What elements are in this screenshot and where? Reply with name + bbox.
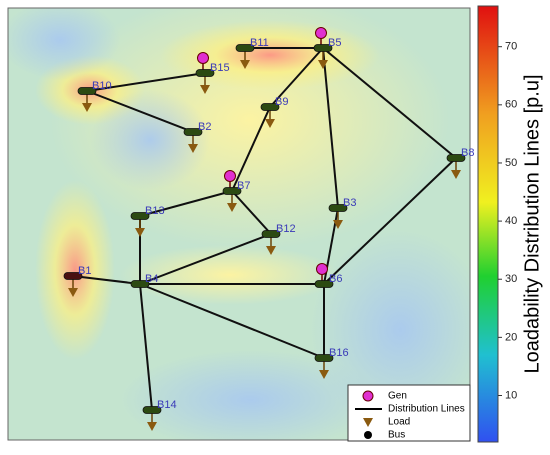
bus <box>446 154 466 162</box>
distribution-line <box>322 47 457 159</box>
legend-label: Gen <box>388 391 407 402</box>
colorbar-tick-label: 60 <box>505 99 517 111</box>
bus-label: B6 <box>329 273 342 285</box>
bus-label: B13 <box>145 205 165 217</box>
load-arrow <box>265 119 275 128</box>
distribution-line <box>323 157 457 285</box>
colorbar-tick-label: 50 <box>505 157 517 169</box>
gen <box>224 170 236 182</box>
bus-label: B8 <box>461 147 474 159</box>
distribution-line <box>322 47 339 209</box>
legend: Gen Distribution Lines Load Bus <box>347 384 471 442</box>
bus-label: B11 <box>250 37 269 49</box>
bus <box>130 280 150 288</box>
bus <box>314 354 334 362</box>
colorbar-tick-label: 10 <box>505 389 517 401</box>
bus-label: B16 <box>329 347 349 359</box>
gen <box>315 27 327 39</box>
bus <box>260 103 280 111</box>
load-arrow <box>227 203 237 212</box>
bus-label: B12 <box>276 223 296 235</box>
distribution-line <box>139 233 272 285</box>
legend-label: Bus <box>388 430 405 441</box>
distribution-line <box>72 275 141 285</box>
distribution-line <box>139 190 233 217</box>
load-arrow <box>200 85 210 94</box>
load-arrow <box>188 144 198 153</box>
load-arrow <box>319 370 329 379</box>
bus <box>130 212 150 220</box>
colorbar-tick-label: 70 <box>505 41 517 53</box>
colorbar-label: Loadability Distribution Lines [p.u] <box>521 74 543 373</box>
bus-label: B2 <box>198 121 211 133</box>
bus-label: B3 <box>343 197 356 209</box>
bus-label: B5 <box>328 37 341 49</box>
bus <box>328 204 348 212</box>
bus <box>142 406 162 414</box>
distribution-line <box>86 72 206 92</box>
legend-load-icon <box>363 418 373 427</box>
legend-label: Distribution Lines <box>388 404 465 415</box>
bus <box>222 187 242 195</box>
bus <box>235 44 255 52</box>
load-arrow <box>333 220 343 229</box>
legend-label: Load <box>388 417 410 428</box>
legend-bus-icon <box>364 431 372 439</box>
bus-label: B1 <box>78 265 91 277</box>
distribution-line <box>139 283 153 411</box>
gen <box>316 263 328 275</box>
load-arrow <box>68 288 78 297</box>
load-arrow <box>147 422 157 431</box>
distribution-line <box>231 190 272 235</box>
bus <box>183 128 203 136</box>
distribution-line <box>269 47 324 108</box>
distribution-line <box>139 283 325 359</box>
bus <box>195 69 215 77</box>
bus <box>77 87 97 95</box>
distribution-line <box>86 90 194 133</box>
bus <box>314 280 334 288</box>
load-arrow <box>240 60 250 69</box>
colorbar-tick-label: 40 <box>505 215 517 227</box>
bus-label: B14 <box>157 399 177 411</box>
colorbar <box>477 5 499 443</box>
bus-label: B15 <box>210 62 230 74</box>
network: B1 B2 B3 B4 B5 B6 B7 B8 B9 B10 B11 B12 B13 B14 B15 B16 <box>63 27 474 431</box>
bus-label: B4 <box>145 273 158 285</box>
load-arrow <box>318 60 328 69</box>
load-arrow <box>82 103 92 112</box>
bus-label: B7 <box>237 180 250 192</box>
load-arrow <box>451 170 461 179</box>
bus <box>261 230 281 238</box>
bus <box>63 272 83 280</box>
plot-frame <box>7 7 471 441</box>
legend-gen-icon <box>362 390 374 402</box>
bus-label: B10 <box>92 80 112 92</box>
bus <box>313 44 333 52</box>
bus-label: B9 <box>275 96 288 108</box>
load-arrow <box>135 228 145 237</box>
colorbar-tick-label: 20 <box>505 331 517 343</box>
colorbar-tick-label: 30 <box>505 273 517 285</box>
load-arrow <box>266 246 276 255</box>
gen <box>197 52 209 64</box>
distribution-line <box>231 106 271 192</box>
